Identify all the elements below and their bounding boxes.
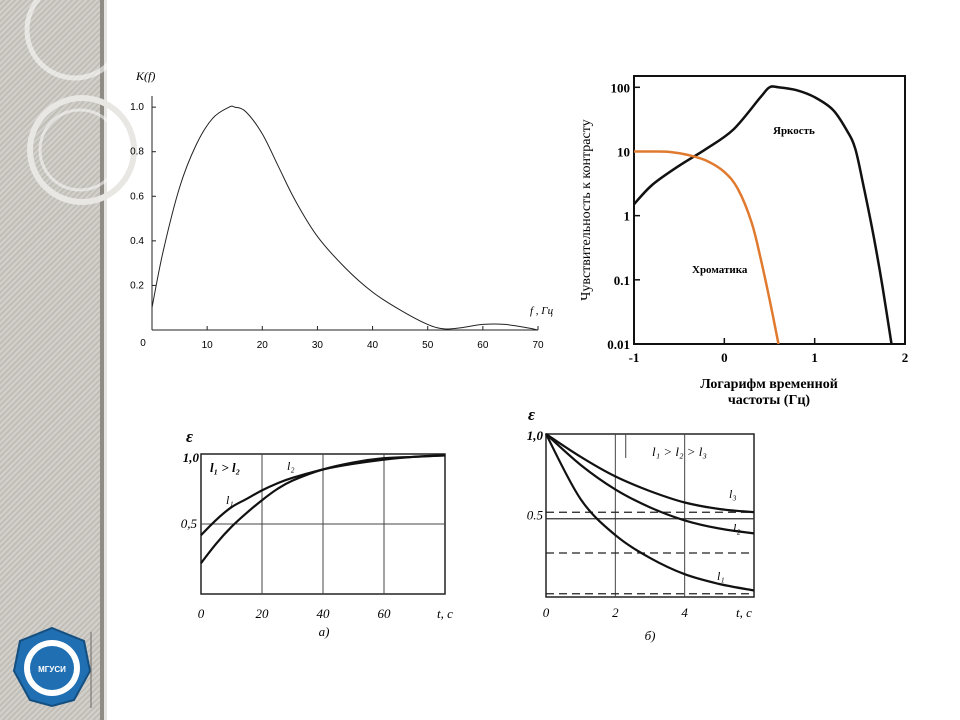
x-tick-label: 60	[378, 606, 392, 621]
chart-caption: а)	[319, 624, 330, 639]
y-tick-label: 1.0	[130, 102, 144, 113]
legend-note: l₁ > l₂	[210, 460, 240, 475]
sidebar-divider	[100, 0, 104, 720]
y-tick-label: 0.8	[130, 147, 144, 158]
sidebar-decoration	[24, 0, 137, 205]
sidebar-highlight	[104, 0, 107, 720]
logo-rule	[90, 632, 92, 708]
series-line	[545, 433, 755, 514]
y-axis-title: Чувствительность к контрасту	[579, 119, 594, 300]
y-tick-label: 10	[617, 144, 630, 159]
series-line	[545, 433, 755, 592]
x-tick-label: 4	[681, 605, 688, 620]
x-axis-title: t, c	[437, 606, 453, 621]
series-label: Хроматика	[692, 264, 748, 276]
series-label: l₁	[226, 493, 234, 507]
x-axis-title-line1: Логарифм временной	[700, 377, 838, 392]
y-tick-label: 1	[624, 209, 631, 224]
legend-note: l₁ > l₂ > l₃	[652, 444, 707, 459]
y-tick-label: 1,0	[183, 450, 200, 465]
x-tick-label: 40	[367, 340, 379, 351]
x-tick-label: 60	[477, 340, 489, 351]
y-tick-label: 0.2	[130, 280, 144, 291]
x-tick-label: 20	[257, 340, 269, 351]
plot-frame	[633, 75, 906, 345]
series-line	[200, 454, 446, 564]
x-axis-title: f , Гц	[530, 305, 554, 317]
x-tick-label: 30	[312, 340, 324, 351]
y-tick-label: 0.6	[130, 191, 144, 202]
chart-caption: б)	[645, 628, 656, 643]
plot-frame	[545, 433, 755, 598]
x-tick-label: 2	[902, 350, 909, 365]
x-axis-title: t, c	[736, 605, 752, 620]
x-tick-label: -1	[629, 350, 640, 365]
x-tick-label: 1	[811, 350, 818, 365]
y-tick-label: 0.4	[130, 236, 144, 247]
x-tick-label: 10	[202, 340, 214, 351]
y-tick-label: 0.01	[607, 337, 630, 352]
university-logo: МГУСИ	[12, 626, 92, 708]
x-tick-label: 2	[612, 605, 619, 620]
x-tick-label: 0	[721, 350, 728, 365]
x-tick-label: 40	[317, 606, 331, 621]
y-axis-title: ε	[528, 405, 535, 424]
series-line	[633, 85, 893, 345]
x-tick-label: 50	[422, 340, 434, 351]
series-line	[151, 105, 539, 331]
y-tick-label: 0.5	[527, 508, 544, 523]
y-tick-label: 100	[611, 80, 631, 95]
x-tick-label: 70	[532, 340, 544, 351]
origin-label: 0	[140, 338, 146, 349]
x-axis-title-line2: частоты (Гц)	[728, 393, 811, 408]
series-line	[545, 433, 755, 535]
series-label: Яркость	[773, 125, 815, 137]
y-tick-label: 0,5	[181, 516, 198, 531]
x-tick-label: 0	[543, 605, 550, 620]
y-axis-title: K(f)	[135, 69, 155, 83]
x-tick-label: 0	[198, 606, 205, 621]
series-line	[200, 454, 446, 536]
series-label: l₃	[729, 487, 737, 501]
series-line	[633, 150, 780, 345]
y-tick-label: 0.1	[614, 273, 630, 288]
series-label: l₂	[287, 459, 295, 473]
y-axis-title: ε	[186, 427, 193, 446]
y-tick-label: 1,0	[527, 428, 544, 443]
x-tick-label: 20	[256, 606, 270, 621]
series-label: l₂	[733, 521, 741, 535]
series-label: l₁	[717, 569, 725, 583]
logo-text: МГУСИ	[38, 665, 66, 674]
